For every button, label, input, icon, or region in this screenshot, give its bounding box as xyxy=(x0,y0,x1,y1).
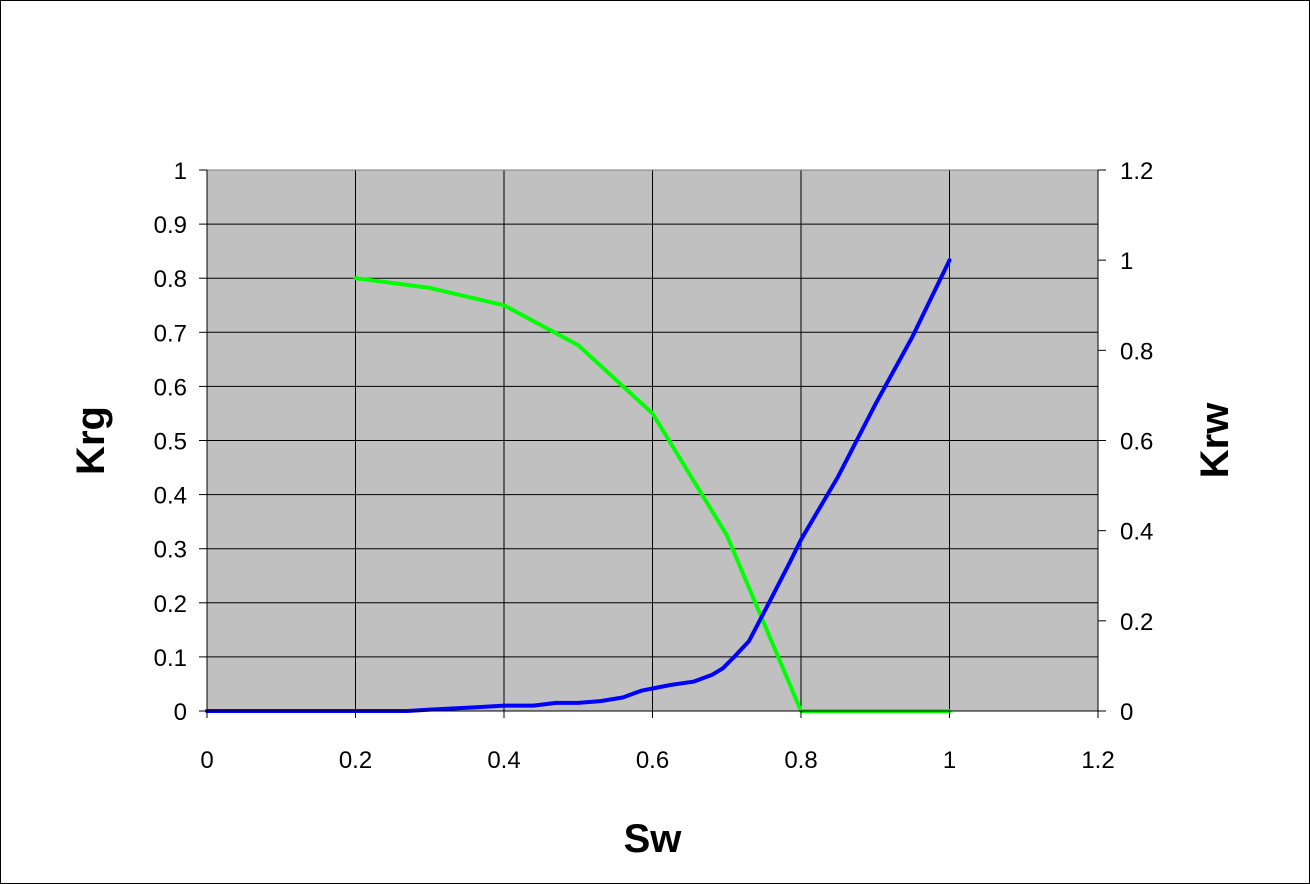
y2-tick-label: 0.4 xyxy=(1120,519,1153,546)
ticks-layer: 0 0.1 0.2 0.3 0.4 0.5 0.6 0.7 0.8 0.9 1 0 0.2 0.4 0.6 0… xyxy=(154,158,1154,774)
y-tick-label: 0.8 xyxy=(154,266,187,293)
x-tick-label: 0.2 xyxy=(339,747,372,774)
y2-tick-label: 1.2 xyxy=(1120,158,1153,185)
y-tick-label: 0.7 xyxy=(154,320,187,347)
y2-tick-label: 0.6 xyxy=(1120,429,1153,456)
x-axis-title: Sw xyxy=(624,817,683,861)
y-tick-label: 0.1 xyxy=(154,645,187,672)
y-tick-label: 1 xyxy=(174,158,187,185)
y-tick-label: 0.2 xyxy=(154,591,187,618)
y2-tick-label: 0.8 xyxy=(1120,338,1153,365)
y-tick-label: 0.3 xyxy=(154,537,187,564)
y-axis-title: Krg xyxy=(69,406,113,475)
x-tick-label: 1.2 xyxy=(1081,747,1114,774)
x-tick-label: 0.8 xyxy=(784,747,817,774)
y-tick-label: 0.9 xyxy=(154,212,187,239)
x-tick-label: 1 xyxy=(943,747,956,774)
y-tick-label: 0.4 xyxy=(154,483,187,510)
y-tick-label: 0 xyxy=(174,699,187,726)
krw-series-line xyxy=(205,258,952,713)
x-tick-label: 0.6 xyxy=(636,747,669,774)
y-tick-label: 0.5 xyxy=(154,429,187,456)
y2-tick-label: 0 xyxy=(1120,699,1133,726)
y2-tick-label: 0.2 xyxy=(1120,609,1153,636)
series-layer xyxy=(205,258,952,713)
y2-tick-label: 1 xyxy=(1120,248,1133,275)
y2-axis-title: Krw xyxy=(1193,402,1237,478)
y-tick-label: 0.6 xyxy=(154,374,187,401)
x-tick-label: 0.4 xyxy=(487,747,520,774)
krg-series-line xyxy=(353,276,952,713)
x-tick-label: 0 xyxy=(200,747,213,774)
